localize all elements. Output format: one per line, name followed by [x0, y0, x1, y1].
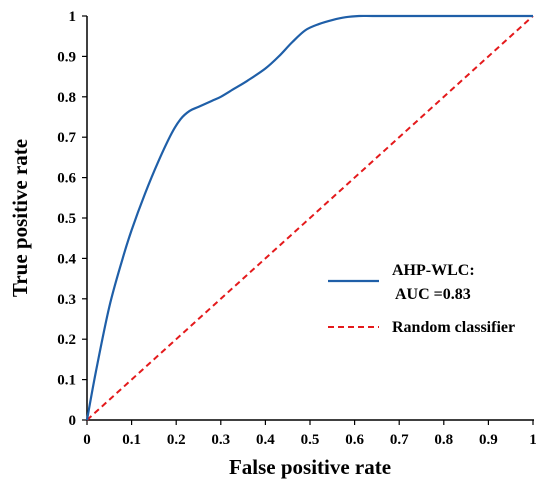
- y-tick-label: 0.6: [57, 171, 76, 187]
- legend-label-auc: AUC =0.83: [395, 286, 471, 303]
- x-tick-label: 0.4: [256, 432, 275, 448]
- x-tick-label: 0.6: [345, 432, 364, 448]
- y-tick-label: 0.7: [57, 130, 76, 146]
- legend-label-random-classifier: Random classifier: [392, 319, 515, 336]
- x-tick-label: 0.3: [211, 432, 230, 448]
- x-tick-label: 0.1: [122, 432, 141, 448]
- x-tick-label: 0.8: [434, 432, 453, 448]
- legend: AHP-WLC: AUC =0.83 Random classifier: [328, 262, 515, 336]
- series-line-ahp-wlc: [85, 14, 533, 421]
- y-tick-label: 0.8: [57, 90, 76, 106]
- y-tick-label: 0.4: [57, 251, 76, 267]
- y-tick-label: 0.9: [57, 49, 76, 65]
- x-tick-label: 1: [529, 432, 537, 448]
- y-tick-label: 0.3: [57, 292, 76, 308]
- y-tick-label: 0.2: [57, 332, 76, 348]
- y-axis: 0 0.1 0.2 0.3 0.4 0.5 0.6 0.7 0.8 0.9 1: [57, 9, 88, 429]
- y-tick-label: 0.5: [57, 211, 76, 227]
- x-tick-label: 0.5: [301, 432, 320, 448]
- x-tick-label: 0.2: [167, 432, 186, 448]
- x-tick-label: 0: [83, 432, 91, 448]
- y-axis-title: True positive rate: [8, 139, 32, 297]
- legend-label-ahp-wlc: AHP-WLC:: [392, 262, 475, 279]
- series-line-random-classifier: [86, 15, 534, 421]
- y-tick-label: 1: [69, 9, 77, 25]
- y-tick-label: 0: [69, 413, 77, 429]
- plot-series: [85, 14, 534, 421]
- x-tick-label: 0.9: [479, 432, 498, 448]
- x-tick-label: 0.7: [390, 432, 409, 448]
- x-axis-title: False positive rate: [229, 455, 391, 479]
- y-tick-label: 0.1: [57, 373, 76, 389]
- x-axis: 0 0.1 0.2 0.3 0.4 0.5 0.6 0.7 0.8 0.9 1: [83, 419, 537, 448]
